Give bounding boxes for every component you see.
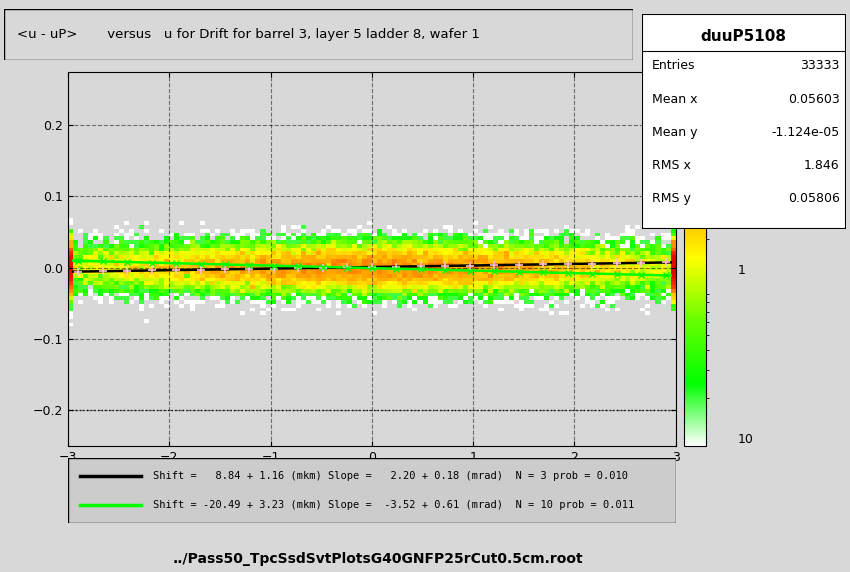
Text: RMS x: RMS x bbox=[652, 159, 691, 172]
Text: Shift =   8.84 + 1.16 (mkm) Slope =   2.20 + 0.18 (mrad)  N = 3 prob = 0.010: Shift = 8.84 + 1.16 (mkm) Slope = 2.20 +… bbox=[153, 471, 628, 481]
Text: 33333: 33333 bbox=[800, 59, 840, 72]
Text: Entries: Entries bbox=[652, 59, 695, 72]
Text: duuP5108: duuP5108 bbox=[700, 29, 787, 44]
Text: 10: 10 bbox=[738, 433, 753, 446]
Text: ../Pass50_TpcSsdSvtPlotsG40GNFP25rCut0.5cm.root: ../Pass50_TpcSsdSvtPlotsG40GNFP25rCut0.5… bbox=[173, 553, 584, 566]
Text: Mean x: Mean x bbox=[652, 93, 698, 106]
Text: 10: 10 bbox=[738, 72, 753, 85]
Text: -1.124e-05: -1.124e-05 bbox=[772, 126, 840, 139]
Text: Mean y: Mean y bbox=[652, 126, 698, 139]
Text: RMS y: RMS y bbox=[652, 192, 691, 205]
Text: 0.05603: 0.05603 bbox=[788, 93, 840, 106]
Text: 1.846: 1.846 bbox=[804, 159, 840, 172]
Text: <u - uP>       versus   u for Drift for barrel 3, layer 5 ladder 8, wafer 1: <u - uP> versus u for Drift for barrel 3… bbox=[17, 28, 479, 41]
Text: 0.05806: 0.05806 bbox=[788, 192, 840, 205]
Text: 1: 1 bbox=[738, 264, 745, 277]
Text: Shift = -20.49 + 3.23 (mkm) Slope =  -3.52 + 0.61 (mrad)  N = 10 prob = 0.011: Shift = -20.49 + 3.23 (mkm) Slope = -3.5… bbox=[153, 500, 634, 510]
